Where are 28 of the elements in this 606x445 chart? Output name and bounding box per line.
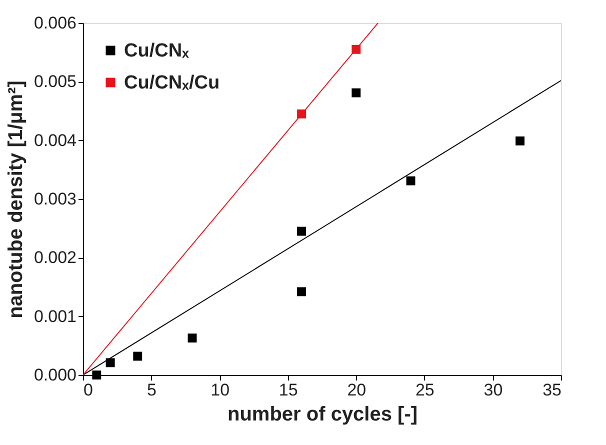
x-tick-label: 30	[484, 380, 503, 400]
x-tick-label: 25	[415, 380, 434, 400]
x-tick-label: 15	[278, 380, 298, 400]
point	[516, 136, 524, 146]
point	[133, 352, 142, 361]
x-axis-title: number of cycles [-]	[227, 404, 418, 426]
y-tick-label: 0.002	[34, 248, 76, 268]
x-tick-label: 20	[347, 380, 366, 400]
y-tick-label: 0.001	[34, 306, 76, 326]
legend-label: Cu/CNₓ/Cu	[124, 72, 220, 94]
point	[352, 88, 361, 98]
point	[188, 334, 197, 343]
x-tick-label: 10	[210, 380, 230, 400]
y-tick-label: 0.004	[34, 130, 76, 150]
legend-label: Cu/CNₓ	[124, 40, 190, 62]
y-tick-label: 0.006	[34, 14, 76, 32]
y-axis-title: nanotube density [1/μm²]	[4, 80, 27, 318]
point	[297, 226, 306, 236]
point	[106, 358, 115, 368]
y-tick-label: 0.005	[34, 72, 76, 92]
point	[297, 287, 306, 296]
x-tick-label: 5	[147, 380, 157, 400]
y-tick-label: 0.003	[34, 190, 76, 208]
point	[92, 370, 102, 380]
x-tick-label: 0	[84, 380, 93, 400]
x-tick-label: 35	[542, 380, 562, 400]
y-tick-label: 0.000	[34, 366, 76, 384]
point	[406, 176, 416, 186]
